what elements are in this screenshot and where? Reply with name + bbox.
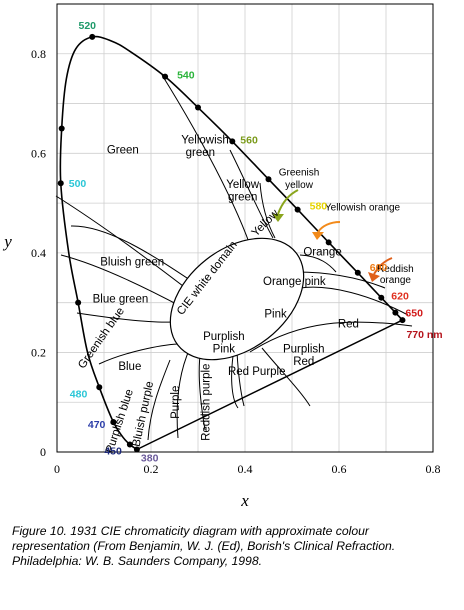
locus-marker <box>110 419 117 426</box>
y-tick-label: 0.2 <box>31 345 46 359</box>
region-label: Blue green <box>93 294 149 306</box>
locus-marker <box>195 104 201 111</box>
region-label: Yellow <box>226 179 260 191</box>
wavelength-label: 560 <box>240 134 258 146</box>
caption-line-1: Figure 10. 1931 CIE chromaticity diagram… <box>12 524 369 538</box>
y-tick-labels: 0 0.2 0.4 0.6 0.8 <box>31 47 46 459</box>
wavelength-marker <box>378 294 385 301</box>
region-label: Purplish <box>283 343 325 355</box>
wavelength-label: 540 <box>177 70 195 82</box>
region-label: Red <box>338 319 359 331</box>
wavelength-marker <box>57 180 64 187</box>
wavelength-marker <box>229 138 236 145</box>
line-of-purples <box>136 319 403 451</box>
locus-marker <box>58 125 65 132</box>
region-label-rotated: Yellow <box>250 207 282 239</box>
wavelength-marker <box>133 446 140 453</box>
cie-chromaticity-chart: 0 0.2 0.4 0.6 0.8 0 0.2 0.4 0.6 0.8 x y Green Yel… <box>2 3 443 510</box>
region-label: Green <box>107 144 139 156</box>
grid-lines <box>57 4 433 452</box>
y-tick-label: 0.6 <box>31 146 46 160</box>
y-tick-label: 0.4 <box>31 246 46 260</box>
locus-marker <box>75 299 82 306</box>
wavelength-markers <box>57 33 406 453</box>
wavelength-label: 650 <box>405 308 423 320</box>
region-label: Orange pink <box>263 276 326 288</box>
wavelength-marker <box>392 309 399 316</box>
wavelength-marker <box>89 33 96 40</box>
white-domain-ellipse <box>169 237 305 361</box>
x-axis-title: x <box>240 491 249 510</box>
caption-line-3: Philadelphia: W. B. Saunders Company, 19… <box>12 554 262 568</box>
caption-line-2: representation (From Benjamin, W. J. (Ed… <box>12 539 396 553</box>
x-tick-label: 0.8 <box>426 462 441 476</box>
wavelength-labels: 520 540 560 580 600 620 650 770 nm 500 480 470 450 3… <box>69 20 443 465</box>
wavelength-label: 770 nm <box>406 329 442 341</box>
x-tick-label: 0 <box>54 462 60 476</box>
wavelength-label: 600 <box>370 262 388 274</box>
region-label: Yellowish <box>181 134 229 146</box>
y-tick-label: 0.8 <box>31 47 46 61</box>
wavelength-label: 580 <box>310 201 328 213</box>
wavelength-marker <box>354 269 361 276</box>
annotation-label: Reddish <box>377 264 414 275</box>
wavelength-label: 480 <box>70 388 88 400</box>
region-label: Purplish <box>203 331 245 343</box>
wavelength-label: 380 <box>141 453 159 465</box>
wavelength-label: 450 <box>104 446 122 458</box>
region-label: Pink <box>264 309 287 321</box>
wavelength-marker <box>294 206 301 213</box>
region-label-rotated: Purple <box>170 386 182 419</box>
region-label: Pink <box>213 343 236 355</box>
region-label: Orange <box>303 246 341 258</box>
annotation-label: Yellowish orange <box>325 203 401 214</box>
wavelength-marker <box>162 73 169 80</box>
wavelength-label: 520 <box>78 20 96 32</box>
y-tick-label: 0 <box>40 445 46 459</box>
annotation-label: orange <box>380 275 412 286</box>
region-label: Blue <box>118 361 141 373</box>
region-label-rotated: Reddish purple <box>201 364 213 441</box>
x-tick-label: 0.4 <box>238 462 253 476</box>
x-tick-labels: 0 0.2 0.4 0.6 0.8 <box>54 462 441 476</box>
locus-marker <box>265 176 272 183</box>
locus-marker <box>325 239 332 246</box>
region-label: Red <box>293 356 314 368</box>
region-label: green <box>228 192 257 204</box>
region-label: Red Purple <box>228 366 286 378</box>
annotation-label: yellow <box>285 180 314 191</box>
x-tick-label: 0.2 <box>144 462 159 476</box>
annotation-label: Greenish <box>279 168 320 179</box>
x-tick-label: 0.6 <box>332 462 347 476</box>
figure-caption: Figure 10. 1931 CIE chromaticity diagram… <box>12 524 452 569</box>
wavelength-marker <box>126 441 133 448</box>
region-label: Bluish green <box>100 256 164 268</box>
wavelength-marker <box>399 317 406 324</box>
pointer-arrows <box>272 189 393 282</box>
region-label: green <box>186 147 215 159</box>
wavelength-label: 500 <box>69 178 87 190</box>
wavelength-label: 470 <box>88 419 106 431</box>
y-axis-title: y <box>2 232 12 251</box>
wavelength-label: 620 <box>391 291 409 303</box>
wavelength-marker <box>96 384 103 391</box>
plot-frame <box>56 3 434 453</box>
